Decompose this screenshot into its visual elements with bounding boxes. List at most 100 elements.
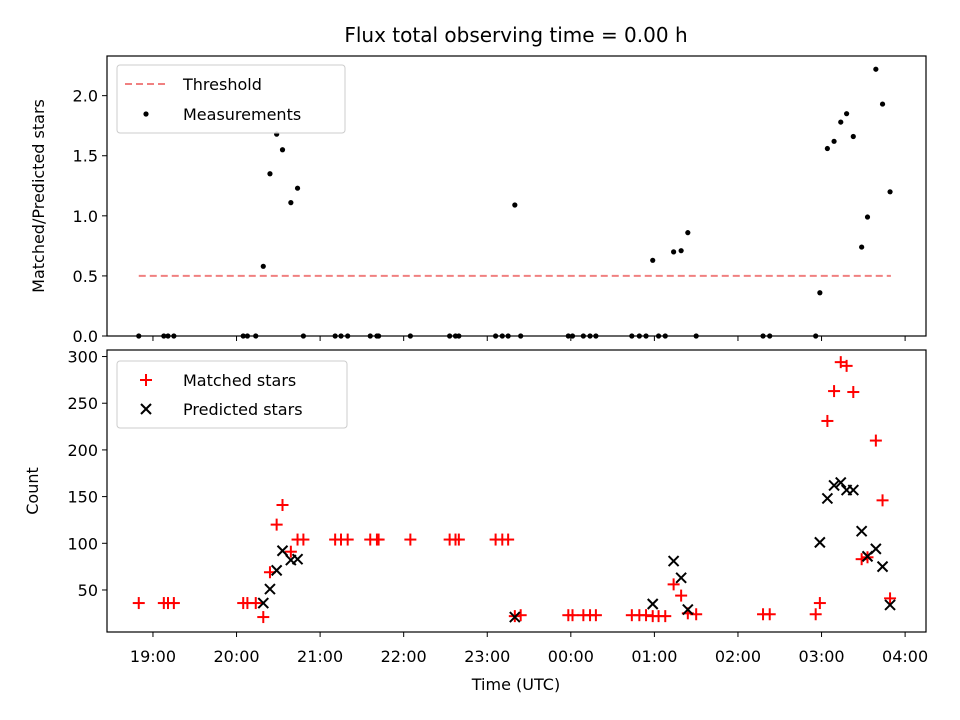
measurement-point xyxy=(685,230,691,236)
predicted-point xyxy=(264,583,276,595)
measurement-point xyxy=(859,244,865,250)
matched-point xyxy=(884,592,897,605)
predicted-point xyxy=(667,555,680,567)
matched-point xyxy=(675,589,688,602)
x-tick-label: 04:00 xyxy=(882,647,928,666)
predicted-point xyxy=(675,572,687,584)
predicted-point xyxy=(870,543,882,555)
predicted-point xyxy=(821,492,834,505)
matched-point xyxy=(809,608,822,621)
x-tick-label: 20:00 xyxy=(213,647,259,666)
matched-point xyxy=(821,414,834,427)
measurements-legend-label: Measurements xyxy=(183,105,301,124)
matched-point xyxy=(341,533,354,546)
x-tick-label: 00:00 xyxy=(548,647,594,666)
matched-point xyxy=(276,499,289,512)
measurement-point xyxy=(831,138,837,144)
measurement-point xyxy=(512,202,518,208)
top-panel-frame xyxy=(106,55,927,337)
matched-point xyxy=(667,578,680,591)
matched-point xyxy=(869,434,882,447)
matched-point xyxy=(813,597,826,610)
measurement-point xyxy=(873,66,879,72)
measurement-point xyxy=(817,290,823,296)
y-tick-label: 300 xyxy=(67,348,98,367)
matched-point xyxy=(404,533,417,546)
measurement-point xyxy=(294,185,301,191)
measurement-point xyxy=(879,101,886,107)
measurement-point xyxy=(260,263,266,269)
measurements-legend-marker xyxy=(143,111,149,117)
top-panel-marks xyxy=(136,66,893,339)
measurement-point xyxy=(267,171,273,177)
x-tick-label: 23:00 xyxy=(464,647,510,666)
y-tick-label: 2.0 xyxy=(73,87,98,106)
predicted-point xyxy=(682,603,694,616)
bottom-panel-ylabel: Count xyxy=(23,467,42,515)
x-tick-label: 21:00 xyxy=(297,647,343,666)
matched-point xyxy=(589,609,602,622)
measurement-point xyxy=(844,111,850,117)
measurement-point xyxy=(678,248,684,254)
matched-point xyxy=(270,518,283,531)
matched-point xyxy=(297,533,310,546)
bottom-panel-ticks: 50 100 150 200 250 300 19:00 20:00 21:00 22:00 23:… xyxy=(67,348,928,666)
predicted-point xyxy=(291,553,304,565)
predicted-legend-label: Predicted stars xyxy=(183,400,303,419)
x-tick-label: 22:00 xyxy=(381,647,427,666)
bottom-panel-frame xyxy=(106,349,927,633)
matched-legend-marker xyxy=(140,374,152,386)
top-panel: 0.00.51.01.52.0 Matched/Predicted stars … xyxy=(29,55,927,346)
measurement-point xyxy=(279,147,286,153)
y-tick-label: 250 xyxy=(67,394,98,413)
predicted-point xyxy=(509,611,521,623)
measurement-point xyxy=(850,133,856,140)
bottom-panel-xlabel: Time (UTC) xyxy=(471,675,560,694)
matched-point xyxy=(828,385,841,398)
measurement-point xyxy=(864,214,871,220)
predicted-point xyxy=(647,598,659,610)
measurement-point xyxy=(650,257,656,263)
matched-point xyxy=(132,597,145,610)
predicted-point xyxy=(814,536,826,549)
top-panel-legend: Threshold Measurements xyxy=(116,64,346,134)
matched-point xyxy=(167,597,180,610)
matched-point xyxy=(249,597,262,610)
bottom-panel-marks xyxy=(132,356,897,624)
y-tick-label: 150 xyxy=(67,488,98,507)
x-tick-label: 02:00 xyxy=(715,647,761,666)
predicted-point xyxy=(828,479,840,492)
predicted-legend-marker xyxy=(140,403,152,415)
x-tick-label: 19:00 xyxy=(130,647,176,666)
predicted-point xyxy=(884,599,896,611)
y-tick-label: 50 xyxy=(78,581,98,600)
top-legend-frame xyxy=(116,64,346,134)
predicted-point xyxy=(855,525,868,537)
y-tick-label: 100 xyxy=(67,534,98,553)
predicted-point xyxy=(835,476,847,489)
predicted-point xyxy=(276,545,289,557)
measurement-point xyxy=(288,200,294,206)
matched-point xyxy=(876,494,889,507)
y-tick-label: 1.5 xyxy=(73,147,98,166)
bottom-legend-frame xyxy=(116,360,348,429)
x-tick-label: 01:00 xyxy=(631,647,677,666)
predicted-point xyxy=(257,597,269,609)
predicted-point xyxy=(847,484,859,496)
bottom-panel: 50 100 150 200 250 300 19:00 20:00 21:00 22:00 23:… xyxy=(23,348,928,694)
bottom-panel-legend: Matched stars Predicted stars xyxy=(116,360,348,429)
y-tick-label: 0.0 xyxy=(73,327,98,346)
matched-point xyxy=(763,608,776,621)
top-panel-ticks: 0.0 0.5 1.0 1.5 2.0 xyxy=(73,87,906,346)
matched-point xyxy=(566,609,579,622)
y-tick-label: 200 xyxy=(67,441,98,460)
threshold-legend-label: Threshold xyxy=(182,75,262,94)
matched-point xyxy=(840,359,853,372)
matched-point xyxy=(372,533,385,546)
measurement-point xyxy=(838,119,844,125)
x-tick-label: 03:00 xyxy=(798,647,844,666)
matched-point xyxy=(284,545,297,558)
y-tick-label: 0.5 xyxy=(73,267,98,286)
matched-legend-label: Matched stars xyxy=(183,371,296,390)
